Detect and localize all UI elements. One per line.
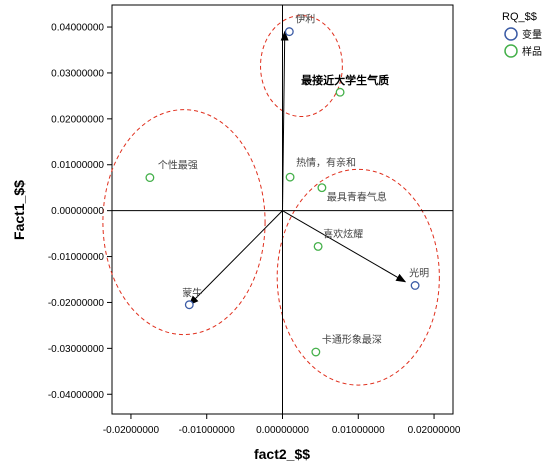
point-label: 光明 <box>409 266 429 279</box>
data-point <box>145 173 155 183</box>
y-tick-label: 0.00000000 <box>51 206 104 217</box>
vector-arrow <box>282 210 407 283</box>
y-tick-label: -0.02000000 <box>48 298 105 309</box>
point-label: 卡通形象最深 <box>322 333 382 346</box>
x-tick-label: -0.02000000 <box>103 425 160 436</box>
cluster-ellipses <box>102 15 440 386</box>
point-label: 蒙牛 <box>182 287 202 300</box>
x-axis-ticks: -0.02000000 -0.01000000 0.00000000 0.010000… <box>103 414 461 436</box>
y-tick-label: 0.04000000 <box>51 23 104 34</box>
x-axis-title: fact2_$$ <box>254 446 310 462</box>
y-tick-label: 0.01000000 <box>51 160 104 171</box>
point-label: 热情，有亲和 <box>296 156 356 169</box>
cluster-ellipse <box>276 168 440 386</box>
y-tick-label: -0.01000000 <box>48 252 105 263</box>
vector-arrows <box>188 30 407 306</box>
point-label: 最接近大学生气质 <box>301 73 389 87</box>
legend-title: RQ_$$ <box>502 11 537 23</box>
cluster-ellipse <box>260 15 343 118</box>
legend-label: 样品 <box>522 45 542 58</box>
data-point <box>335 87 345 97</box>
y-tick-label: -0.04000000 <box>48 390 105 401</box>
x-tick-label: 0.01000000 <box>332 425 385 436</box>
data-point <box>285 172 295 182</box>
data-point <box>317 183 327 193</box>
x-tick-label: -0.01000000 <box>179 425 236 436</box>
legend-marker <box>504 44 518 58</box>
point-label: 个性最强 <box>158 159 198 172</box>
data-point <box>313 242 323 251</box>
y-axis-title: Fact1_$$ <box>11 180 27 240</box>
y-axis-ticks: 0.04000000 0.03000000 0.02000000 0.01000000… <box>48 23 112 401</box>
legend-marker <box>504 27 518 41</box>
data-point <box>184 300 194 310</box>
y-tick-label: -0.03000000 <box>48 344 105 355</box>
y-tick-label: 0.03000000 <box>51 68 104 79</box>
y-tick-label: 0.02000000 <box>51 114 104 125</box>
data-point <box>311 347 321 357</box>
point-label: 伊利 <box>295 14 315 26</box>
cluster-ellipse <box>102 109 266 336</box>
x-tick-label: 0.02000000 <box>408 425 461 436</box>
vector-arrow <box>188 210 283 306</box>
x-tick-label: 0.00000000 <box>256 425 309 436</box>
point-label: 喜欢炫耀 <box>323 227 363 240</box>
point-label: 最具青春气息 <box>327 191 387 204</box>
legend-label: 变量 <box>522 28 542 41</box>
data-point <box>410 281 420 290</box>
data-point <box>284 27 294 37</box>
vector-arrow <box>280 30 289 211</box>
